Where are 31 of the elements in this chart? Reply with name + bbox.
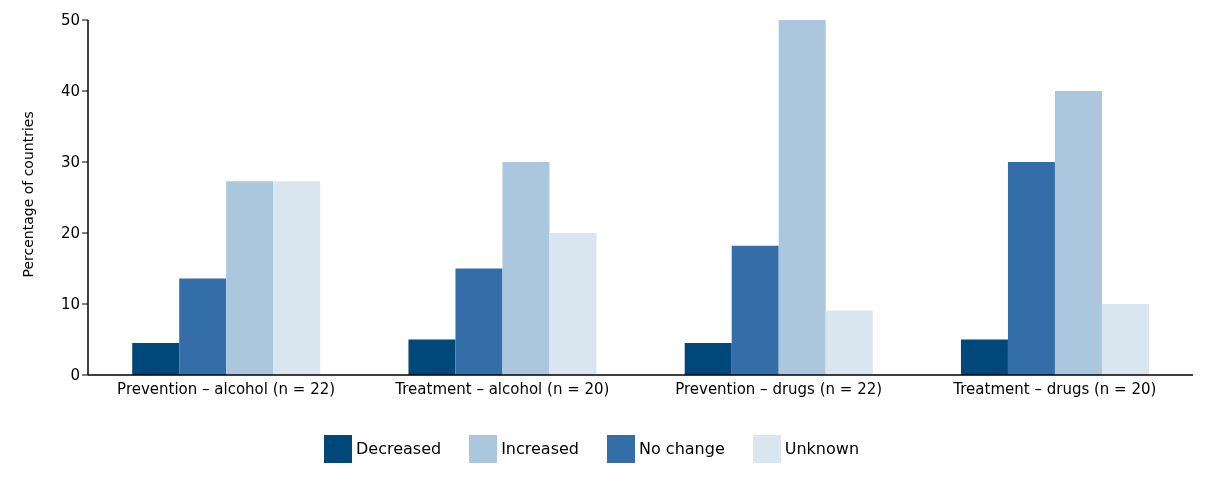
y-tick-label: 40 <box>60 82 80 101</box>
bar <box>778 20 826 375</box>
y-tick-label: 20 <box>60 224 80 243</box>
bar <box>825 310 873 375</box>
bar <box>408 339 456 375</box>
bar <box>273 181 321 375</box>
y-tick-label: 10 <box>60 295 80 314</box>
bar <box>1101 304 1149 375</box>
bar <box>1054 91 1102 375</box>
y-tick-label: 0 <box>70 366 80 385</box>
bar <box>179 278 227 375</box>
bar <box>132 343 180 375</box>
bar <box>549 233 597 375</box>
bar <box>455 268 503 375</box>
legend-label: No change <box>639 438 725 458</box>
x-tick-label: Treatment – drugs (n = 20) <box>952 379 1157 398</box>
bar <box>1007 162 1055 375</box>
legend-label: Increased <box>501 438 580 458</box>
bar <box>226 181 274 375</box>
bar <box>731 245 779 375</box>
x-tick-label: Treatment – alcohol (n = 20) <box>394 379 610 398</box>
bar <box>960 339 1008 375</box>
bar <box>502 162 550 375</box>
y-axis-title: Percentage of countries <box>19 111 36 278</box>
legend-label: Unknown <box>784 438 860 458</box>
x-tick-label: Prevention – drugs (n = 22) <box>675 379 883 398</box>
x-tick-label: Prevention – alcohol (n = 22) <box>117 379 336 398</box>
bar <box>684 343 732 375</box>
y-tick-label: 50 <box>60 11 80 30</box>
legend-label: Decreased <box>355 438 442 458</box>
y-tick-label: 30 <box>60 153 80 172</box>
